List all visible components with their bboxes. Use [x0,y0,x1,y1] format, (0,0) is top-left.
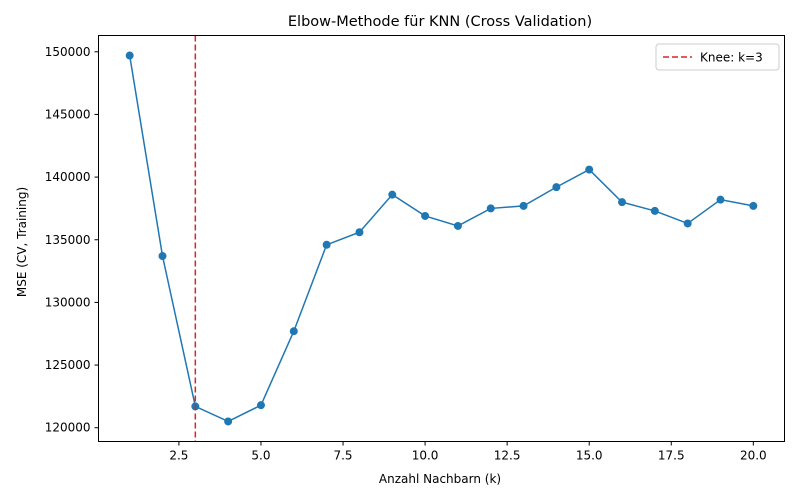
data-point [749,201,758,210]
y-tick-label: 120000 [45,421,91,435]
data-point [322,240,331,249]
x-tick-label: 12.5 [494,449,521,463]
y-tick-label: 145000 [45,107,91,121]
y-axis-label: MSE (CV, Training) [15,187,29,297]
x-tick-label: 2.5 [169,449,188,463]
data-point [650,206,659,215]
data-point [519,201,528,210]
series-line [128,55,754,423]
y-tick-label: 135000 [45,233,91,247]
data-point [585,165,594,174]
x-tick-label: 10.0 [412,449,439,463]
y-tick-label: 130000 [45,295,91,309]
x-axis-ticks: 2.5 5.0 7.5 10.0 12.5 15.0 17.5 20.0 [169,441,767,463]
data-point [289,327,298,336]
y-tick-label: 125000 [45,358,91,372]
y-axis-ticks: 120000 125000 130000 135000 140000 145000 1500… [45,45,99,435]
x-tick-label: 7.5 [333,449,352,463]
chart-title: Elbow-Methode für KNN (Cross Validation) [288,14,592,30]
data-point [224,417,233,426]
data-point [683,219,692,228]
data-point [552,183,561,192]
x-tick-label: 15.0 [576,449,603,463]
x-tick-label: 20.0 [740,449,767,463]
y-tick-label: 140000 [45,170,91,184]
x-tick-label: 5.0 [251,449,270,463]
data-point [256,401,265,410]
y-tick-label: 150000 [45,45,91,59]
data-point [618,198,627,207]
data-point [453,221,462,230]
data-point [716,195,725,204]
axes-frame [98,35,785,442]
x-tick-label: 17.5 [658,449,685,463]
x-axis-label: Anzahl Nachbarn (k) [379,472,501,486]
legend: Knee: k=3 [655,43,780,71]
data-point [158,252,167,261]
data-point [486,204,495,213]
data-point [125,51,134,60]
data-point [355,228,364,237]
data-point [421,211,430,220]
data-point [388,190,397,199]
plot-area [125,35,758,442]
legend-box [655,43,780,71]
legend-knee-label: Knee: k=3 [700,51,763,65]
